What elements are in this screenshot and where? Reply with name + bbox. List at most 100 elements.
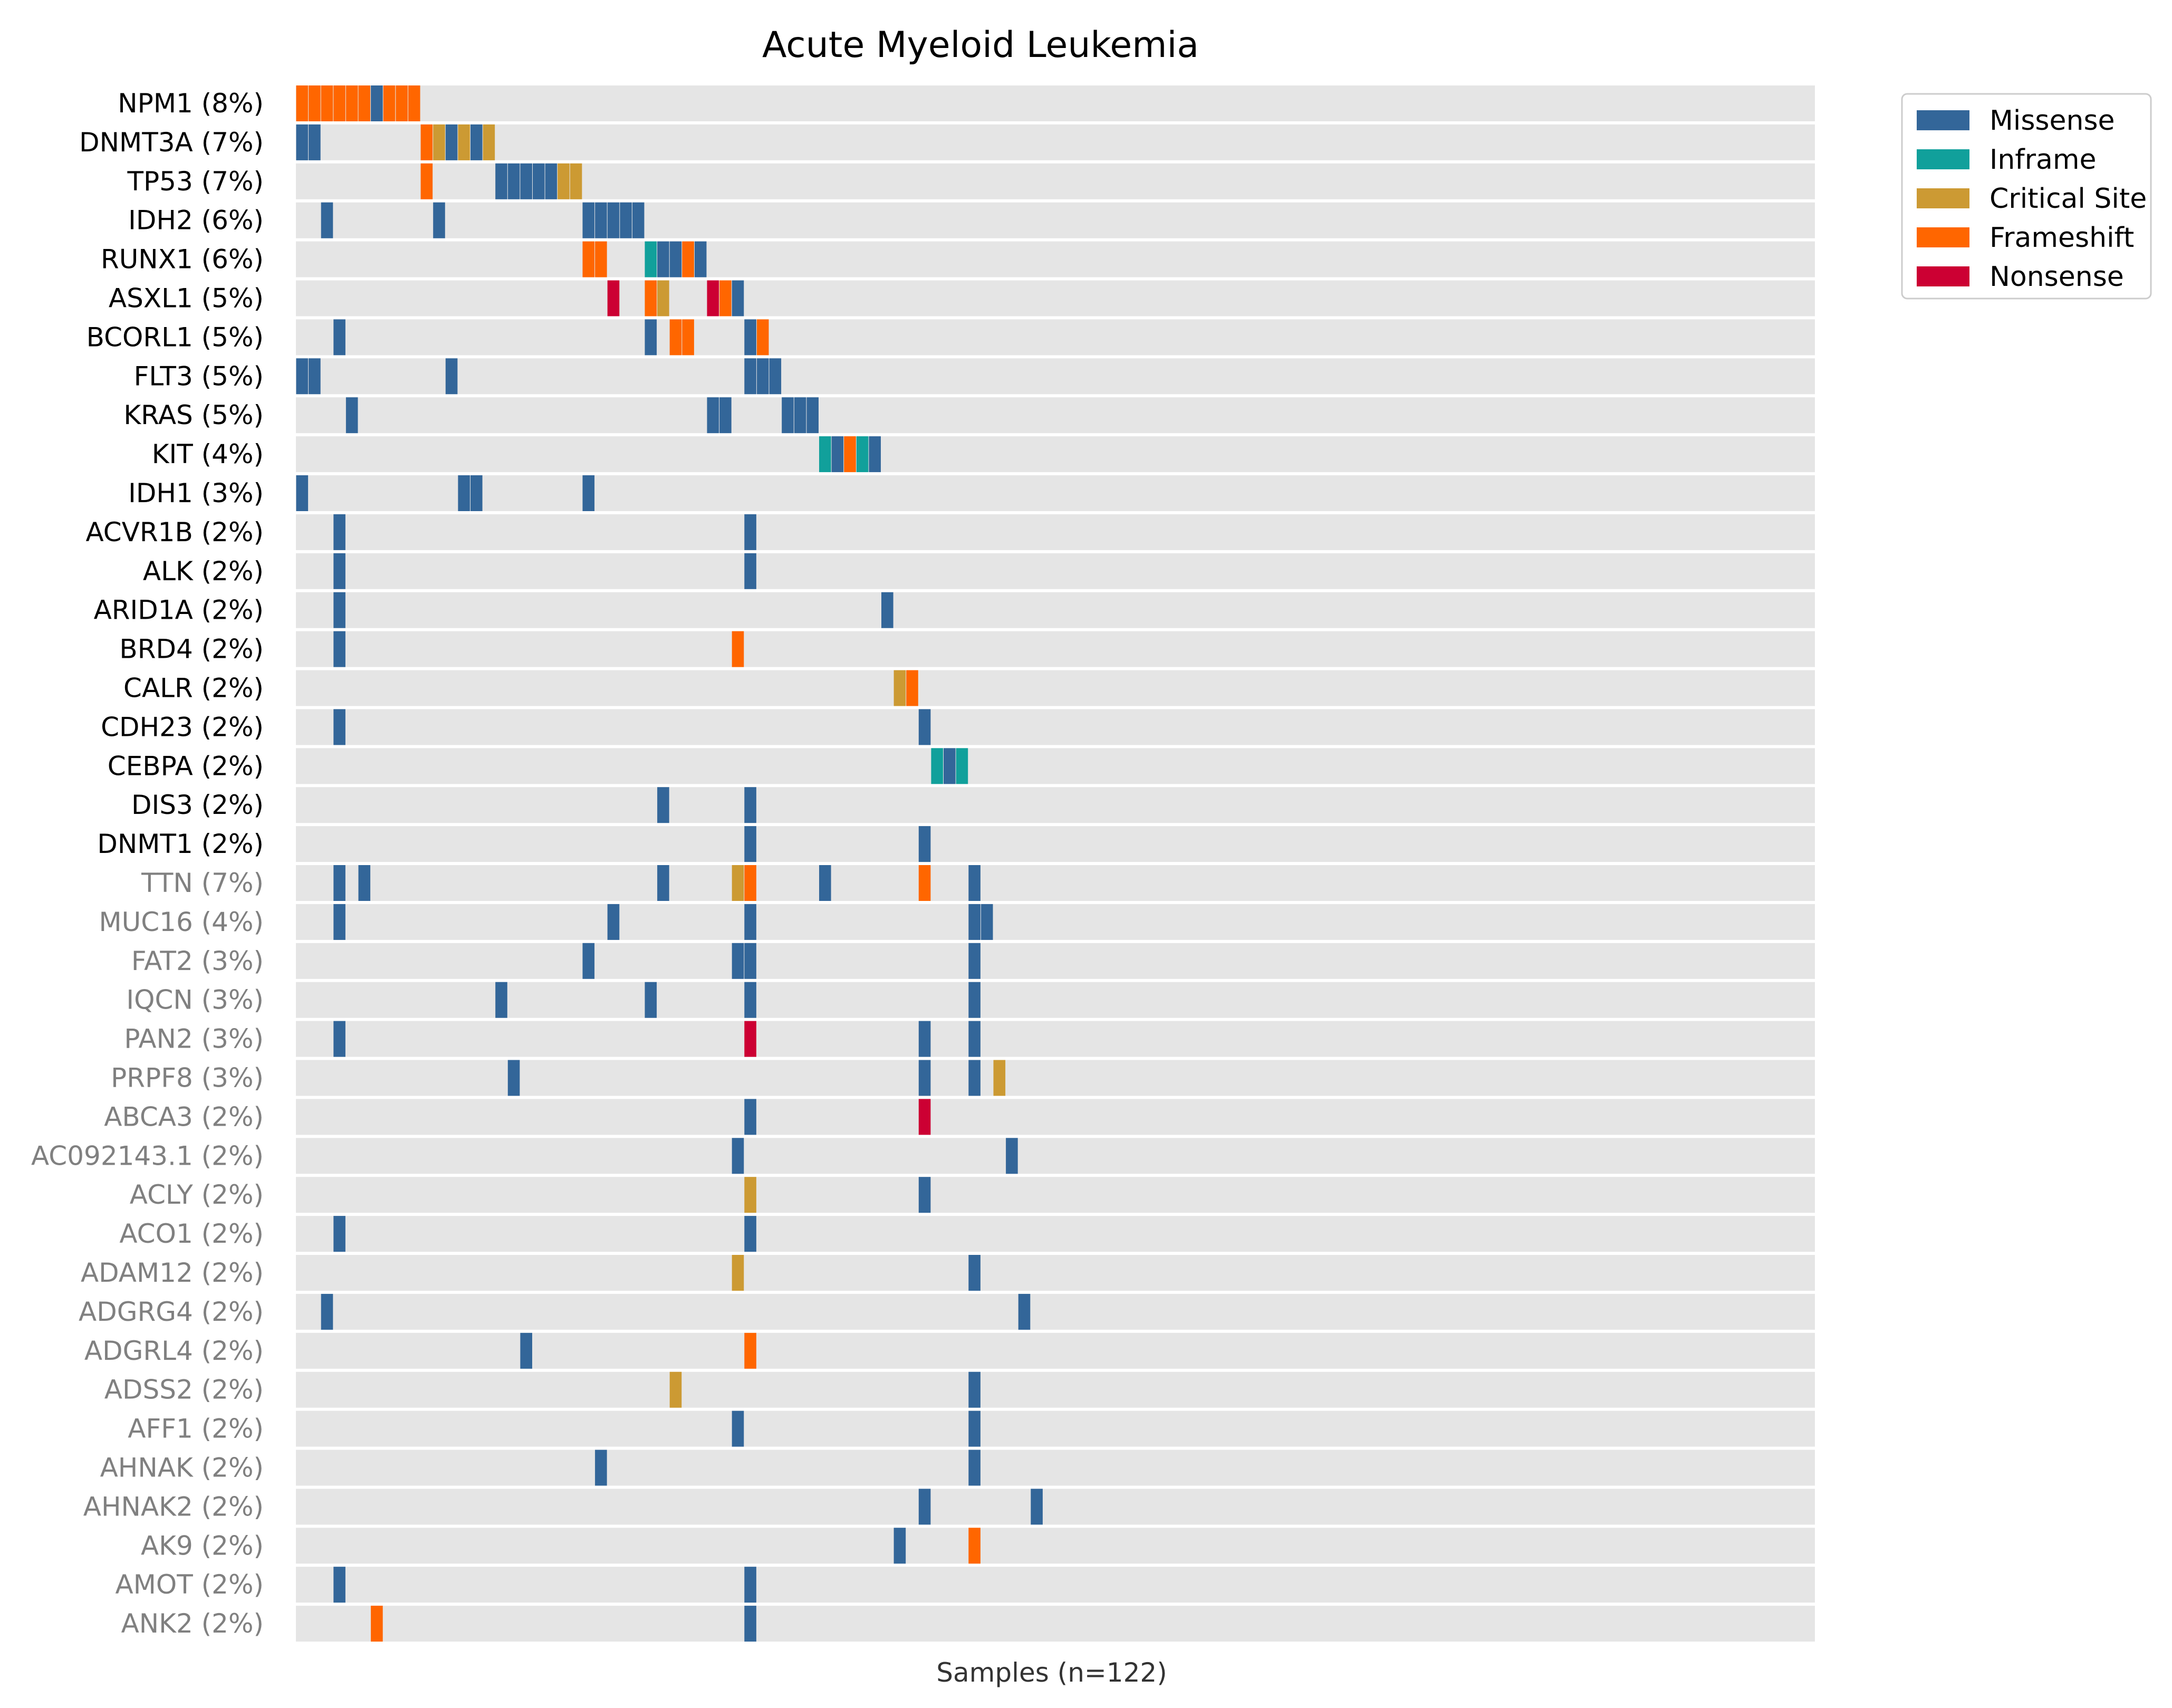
mutation-cell [296, 358, 309, 395]
mutation-cell [657, 865, 669, 901]
mutation-cell [744, 826, 756, 862]
gene-label: AHNAK2 (2%) [83, 1491, 264, 1522]
mutation-cell [744, 865, 756, 901]
mutation-cell [744, 1177, 756, 1213]
gene-label: CDH23 (2%) [101, 712, 264, 742]
legend-swatch [1917, 110, 1969, 130]
mutation-cell [968, 865, 981, 901]
mutation-cell [445, 124, 458, 160]
mutation-cell [744, 1021, 756, 1057]
gene-track-background [296, 475, 1815, 511]
mutation-cell [782, 397, 794, 434]
mutation-cell [794, 397, 806, 434]
mutation-cell [396, 85, 408, 121]
mutation-cell [906, 670, 918, 706]
gene-label: CEBPA (2%) [108, 751, 264, 781]
mutation-cell [607, 904, 620, 940]
mutation-cell [1006, 1138, 1018, 1174]
mutation-cell [570, 163, 582, 199]
mutation-cell [682, 319, 694, 356]
mutation-cell [321, 1293, 333, 1330]
mutation-cell [333, 709, 345, 745]
gene-label: ADSS2 (2%) [104, 1375, 264, 1405]
gene-track-background [296, 670, 1815, 706]
gene-label: ASXL1 (5%) [109, 283, 264, 314]
mutation-cell [669, 1371, 682, 1408]
gene-track-background [296, 1450, 1815, 1486]
mutation-cell [869, 436, 881, 473]
legend-swatch [1917, 227, 1969, 247]
mutation-cell [1018, 1293, 1031, 1330]
mutation-cell [333, 1216, 345, 1252]
mutation-cell [669, 241, 682, 277]
mutation-cell [458, 475, 470, 511]
mutation-cell [769, 358, 782, 395]
gene-track-background [296, 1371, 1815, 1408]
gene-track-background [296, 1606, 1815, 1642]
mutation-cell [533, 163, 545, 199]
mutation-cell [968, 1410, 981, 1447]
mutation-cell [545, 163, 558, 199]
mutation-cell [470, 475, 483, 511]
mutation-cell [744, 319, 756, 356]
mutation-cell [744, 943, 756, 979]
mutation-cell [744, 787, 756, 823]
mutation-cell [371, 85, 383, 121]
mutation-cell [918, 709, 931, 745]
gene-track-background [296, 202, 1815, 238]
gene-label: AHNAK (2%) [100, 1453, 264, 1483]
mutation-cell [520, 163, 532, 199]
gene-label: DIS3 (2%) [131, 790, 264, 820]
gene-label: IDH2 (6%) [128, 205, 264, 236]
mutation-cell [520, 1332, 532, 1369]
mutation-cell [296, 475, 309, 511]
gene-label: ACVR1B (2%) [85, 517, 264, 548]
gene-label: MUC16 (4%) [99, 907, 264, 937]
gene-label: TP53 (7%) [127, 166, 264, 197]
gene-track-background [296, 1021, 1815, 1057]
gene-track-background [296, 358, 1815, 395]
legend-swatch [1917, 149, 1969, 169]
mutation-cell [657, 787, 669, 823]
gene-track-background [296, 514, 1815, 550]
gene-track-background [296, 709, 1815, 745]
mutation-cell [856, 436, 869, 473]
mutation-cell [595, 202, 607, 238]
gene-label: KIT (4%) [152, 439, 264, 469]
mutation-cell [309, 358, 321, 395]
mutation-cell [420, 163, 433, 199]
mutation-cell [806, 397, 819, 434]
mutation-cell [968, 1371, 981, 1408]
mutation-cell [333, 1021, 345, 1057]
mutation-cell [507, 163, 520, 199]
mutation-cell [483, 124, 495, 160]
gene-track-background [296, 553, 1815, 589]
gene-track-background [296, 865, 1815, 901]
mutation-cell [744, 553, 756, 589]
mutation-cell [682, 241, 694, 277]
mutation-cell [321, 202, 333, 238]
mutation-cell [333, 865, 345, 901]
mutation-cell [918, 1099, 931, 1135]
mutation-cell [669, 319, 682, 356]
legend-entry-label: Nonsense [1990, 261, 2124, 293]
mutation-cell [893, 670, 906, 706]
mutation-cell [831, 436, 844, 473]
gene-label: TTN (7%) [141, 868, 264, 898]
mutation-cell [744, 982, 756, 1018]
mutation-cells [296, 85, 1043, 1642]
gene-track-background [296, 241, 1815, 277]
mutation-cell [744, 904, 756, 940]
gene-track-background [296, 1332, 1815, 1369]
mutation-cell [918, 1177, 931, 1213]
track-backgrounds [296, 85, 1815, 1642]
gene-track-background [296, 1410, 1815, 1447]
mutation-cell [968, 1021, 981, 1057]
gene-track-background [296, 319, 1815, 356]
mutation-cell [732, 865, 744, 901]
gene-label: ALK (2%) [143, 556, 264, 587]
mutation-cell [819, 436, 831, 473]
legend-entry-label: Inframe [1990, 144, 2097, 176]
gene-label: AK9 (2%) [141, 1530, 264, 1561]
mutation-cell [595, 1450, 607, 1486]
